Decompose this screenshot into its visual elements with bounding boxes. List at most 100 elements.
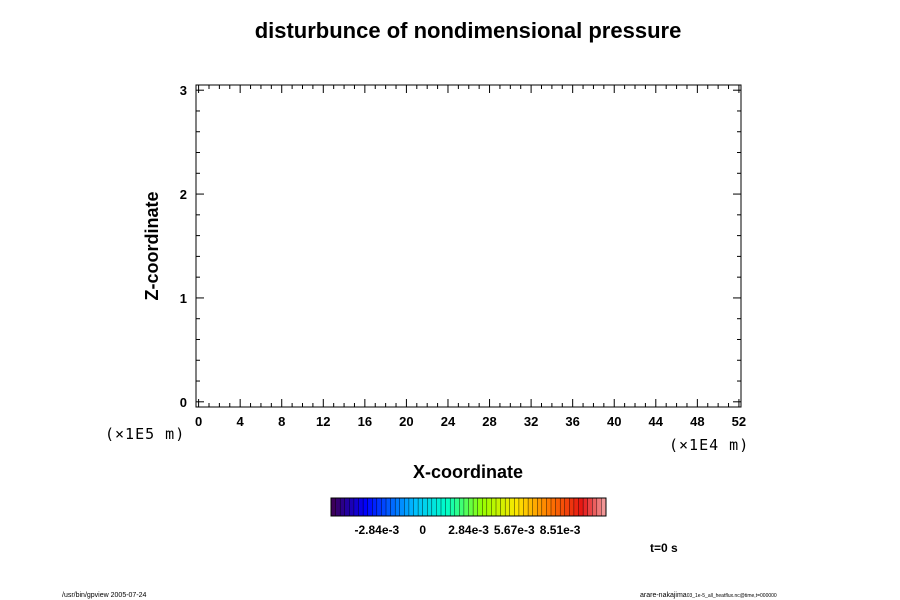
colorbar-cell xyxy=(362,497,369,517)
colorbar-cell xyxy=(459,497,465,517)
x-tick-label: 8 xyxy=(278,414,285,429)
colorbar-cell xyxy=(427,497,433,517)
colorbar-cell xyxy=(436,497,442,517)
x-tick-label: 28 xyxy=(482,414,496,429)
colorbar-cell xyxy=(578,497,584,517)
colorbar-cell xyxy=(569,497,575,517)
colorbar-cell xyxy=(514,497,520,517)
y-ticks xyxy=(196,89,741,403)
colorbar-cell xyxy=(486,497,492,517)
colorbar-cell xyxy=(468,497,474,517)
colorbar-cell xyxy=(408,497,414,517)
y-axis-label: Z-coordinate xyxy=(142,191,162,300)
colorbar-cell xyxy=(564,497,570,517)
colorbar-cell xyxy=(477,497,483,517)
colorbar-cell xyxy=(349,497,355,517)
colorbar-cell xyxy=(330,497,337,517)
footer-left: /usr/bin/gpview 2005-07-24 xyxy=(62,592,147,599)
colorbar-cell xyxy=(422,497,428,517)
y-tick-label: 3 xyxy=(180,83,187,98)
x-tick-label: 48 xyxy=(690,414,704,429)
colorbar-cell xyxy=(541,497,547,517)
x-ticks xyxy=(198,85,740,407)
colorbar-tick-label: -2.84e-3 xyxy=(355,523,400,537)
colorbar-cell xyxy=(413,497,419,517)
plot-frame xyxy=(195,84,742,408)
colorbar-cell xyxy=(555,497,561,517)
colorbar-cell xyxy=(404,497,410,517)
colorbar-cells xyxy=(330,497,607,517)
x-tick-label: 12 xyxy=(316,414,330,429)
colorbar-cell xyxy=(440,497,447,517)
colorbar-cell xyxy=(449,497,456,517)
colorbar-cell xyxy=(592,497,598,517)
colorbar-cell xyxy=(376,497,382,517)
colorbar-cell xyxy=(472,497,479,517)
colorbar-cell xyxy=(573,497,580,517)
x-tick-label: 0 xyxy=(195,414,202,429)
x-tick-label: 40 xyxy=(607,414,621,429)
colorbar-cell xyxy=(509,497,515,517)
colorbar-cell xyxy=(495,497,502,517)
colorbar-cell xyxy=(344,497,350,517)
colorbar-cell xyxy=(390,497,396,517)
x-axis-label: X-coordinate xyxy=(413,462,523,482)
colorbar-cell xyxy=(372,497,378,517)
colorbar-cell xyxy=(339,497,346,517)
colorbar-cell xyxy=(353,497,359,517)
y-tick-labels: 0 1 2 3 xyxy=(180,83,187,410)
colorbar-cell xyxy=(454,497,460,517)
colorbar-cell xyxy=(394,497,401,517)
colorbar-cell xyxy=(431,497,437,517)
x-tick-label: 32 xyxy=(524,414,538,429)
colorbar: -2.84e-3 0 2.84e-3 5.67e-3 8.51e-3 xyxy=(330,497,607,537)
colorbar-tick-label: 2.84e-3 xyxy=(448,523,489,537)
colorbar-cell xyxy=(596,497,602,517)
y-scale-label: (×1E5 m) xyxy=(105,425,185,443)
colorbar-tick-labels: -2.84e-3 0 2.84e-3 5.67e-3 8.51e-3 xyxy=(355,523,581,537)
colorbar-cell xyxy=(385,497,392,517)
y-tick-label: 1 xyxy=(180,291,187,306)
x-tick-label: 16 xyxy=(358,414,372,429)
colorbar-cell xyxy=(537,497,543,517)
colorbar-cell xyxy=(559,497,566,517)
colorbar-cell xyxy=(367,497,373,517)
colorbar-cell xyxy=(482,497,488,517)
colorbar-cell xyxy=(500,497,506,517)
colorbar-cell xyxy=(491,497,497,517)
colorbar-cell xyxy=(532,497,538,517)
colorbar-cell xyxy=(527,497,534,517)
colorbar-cell xyxy=(523,497,529,517)
x-tick-labels: 0 4 8 12 16 20 24 28 32 36 40 44 48 52 xyxy=(195,414,746,429)
colorbar-cell xyxy=(582,497,589,517)
y-tick-label: 2 xyxy=(180,187,187,202)
colorbar-cell xyxy=(358,497,364,517)
colorbar-cell xyxy=(550,497,557,517)
x-tick-label: 4 xyxy=(237,414,245,429)
x-scale-label: (×1E4 m) xyxy=(669,436,749,454)
colorbar-cell xyxy=(417,497,424,517)
colorbar-cell xyxy=(335,497,341,517)
x-tick-label: 44 xyxy=(649,414,664,429)
x-tick-label: 20 xyxy=(399,414,413,429)
x-tick-label: 52 xyxy=(732,414,746,429)
footer-right-main: arare-nakajima xyxy=(640,592,687,599)
x-tick-label: 36 xyxy=(565,414,579,429)
y-tick-label: 0 xyxy=(180,395,187,410)
colorbar-tick-label: 5.67e-3 xyxy=(494,523,535,537)
colorbar-cell xyxy=(445,497,451,517)
x-tick-label: 24 xyxy=(441,414,456,429)
colorbar-frame xyxy=(330,497,607,517)
colorbar-cell xyxy=(504,497,511,517)
colorbar-cell xyxy=(381,497,387,517)
colorbar-cell xyxy=(463,497,469,517)
time-label: t=0 s xyxy=(650,541,678,555)
colorbar-cell xyxy=(587,497,593,517)
footer-right-small: 03_1e-5_all_heatflux.nc@time,t=000000 xyxy=(687,593,777,599)
colorbar-cell xyxy=(518,497,525,517)
colorbar-tick-label: 0 xyxy=(419,523,426,537)
colorbar-tick-label: 8.51e-3 xyxy=(540,523,581,537)
chart-title: disturbunce of nondimensional pressure xyxy=(255,18,682,43)
